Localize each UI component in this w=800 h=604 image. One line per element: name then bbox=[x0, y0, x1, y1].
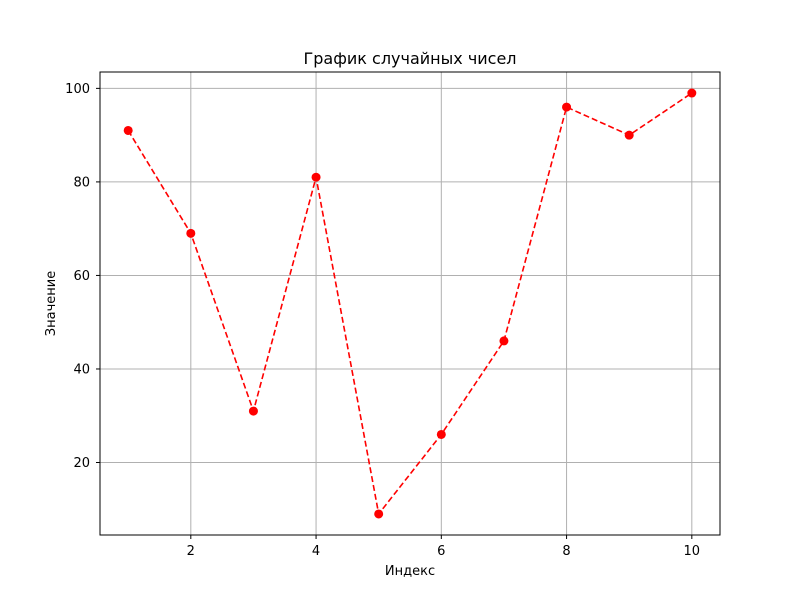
y-tick-label: 40 bbox=[73, 362, 90, 377]
data-point-6 bbox=[436, 429, 446, 439]
data-point-3 bbox=[248, 406, 258, 416]
plot-area-frame bbox=[99, 71, 721, 536]
data-point-10 bbox=[687, 88, 697, 98]
chart-title: График случайных чисел bbox=[303, 49, 516, 68]
data-point-4 bbox=[311, 172, 321, 182]
grid-lines bbox=[100, 72, 720, 535]
y-tick-label: 20 bbox=[73, 456, 90, 471]
data-point-5 bbox=[374, 509, 384, 519]
x-axis-ticks: 2 4 6 8 10 bbox=[187, 535, 700, 559]
data-point-9 bbox=[624, 130, 634, 140]
x-axis-label: Индекс bbox=[385, 564, 435, 579]
data-point-8 bbox=[562, 102, 572, 112]
x-tick-label: 10 bbox=[684, 544, 701, 559]
y-tick-label: 80 bbox=[73, 175, 90, 190]
y-axis-label: Значение bbox=[44, 271, 59, 336]
data-series bbox=[123, 88, 697, 519]
data-point-7 bbox=[499, 336, 509, 346]
y-tick-label: 60 bbox=[73, 269, 90, 284]
x-tick-label: 4 bbox=[312, 544, 320, 559]
x-tick-label: 2 bbox=[187, 544, 195, 559]
x-tick-label: 6 bbox=[437, 544, 445, 559]
data-point-2 bbox=[186, 228, 196, 238]
x-tick-label: 8 bbox=[562, 544, 570, 559]
y-axis-ticks: 20 40 60 80 100 bbox=[65, 82, 100, 471]
data-point-1 bbox=[123, 125, 133, 135]
y-tick-label: 100 bbox=[65, 82, 90, 97]
